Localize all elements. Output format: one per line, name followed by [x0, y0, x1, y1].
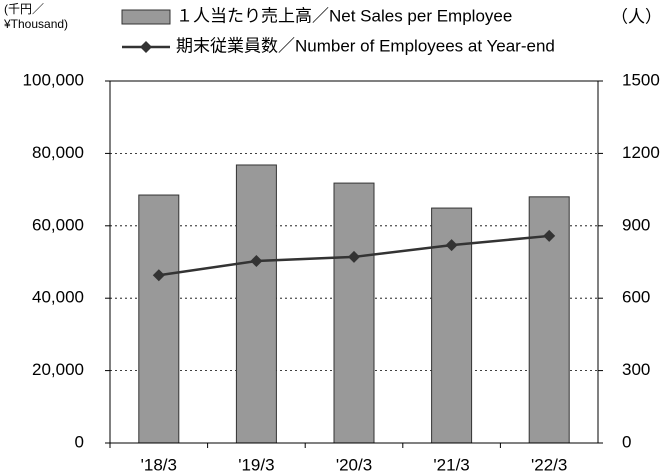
bar: [333, 182, 375, 444]
bar: [138, 194, 180, 444]
x-tick-label: '22/3: [531, 455, 567, 474]
y2-axis-label: （人）: [611, 7, 662, 26]
y-tick-label: 60,000: [32, 215, 84, 234]
legend-label: １人当たり売上高／Net Sales per Employee: [176, 6, 512, 25]
y-tick-label: 40,000: [32, 288, 84, 307]
marker: [348, 250, 360, 263]
y-tick-label: 0: [75, 432, 84, 451]
x-tick-label: '19/3: [238, 455, 274, 474]
plot-frame: [109, 80, 599, 444]
legend-label: 期末従業員数／Number of Employees at Year-end: [176, 36, 555, 55]
x-tick-label: '18/3: [141, 455, 177, 474]
x-tick-label: '21/3: [433, 455, 469, 474]
y-axis-label: ¥Thousand): [3, 17, 68, 31]
marker: [152, 269, 165, 282]
y2-tick-label: 600: [622, 288, 650, 307]
y2-tick-label: 1200: [622, 143, 660, 162]
x-tick-label: '20/3: [336, 455, 372, 474]
y-axis-label: (千円／: [4, 2, 44, 16]
marker: [543, 229, 556, 242]
legend-swatch: [121, 9, 171, 25]
y2-tick-label: 1500: [622, 70, 660, 89]
y2-tick-label: 0: [622, 432, 631, 451]
marker: [445, 239, 458, 252]
legend-marker: [140, 41, 152, 53]
y-tick-label: 80,000: [32, 143, 84, 162]
bar: [235, 164, 277, 444]
y-tick-label: 20,000: [32, 360, 84, 379]
y2-tick-label: 900: [622, 215, 650, 234]
marker: [250, 255, 263, 268]
y-tick-label: 100,000: [23, 70, 84, 89]
y2-tick-label: 300: [622, 360, 650, 379]
